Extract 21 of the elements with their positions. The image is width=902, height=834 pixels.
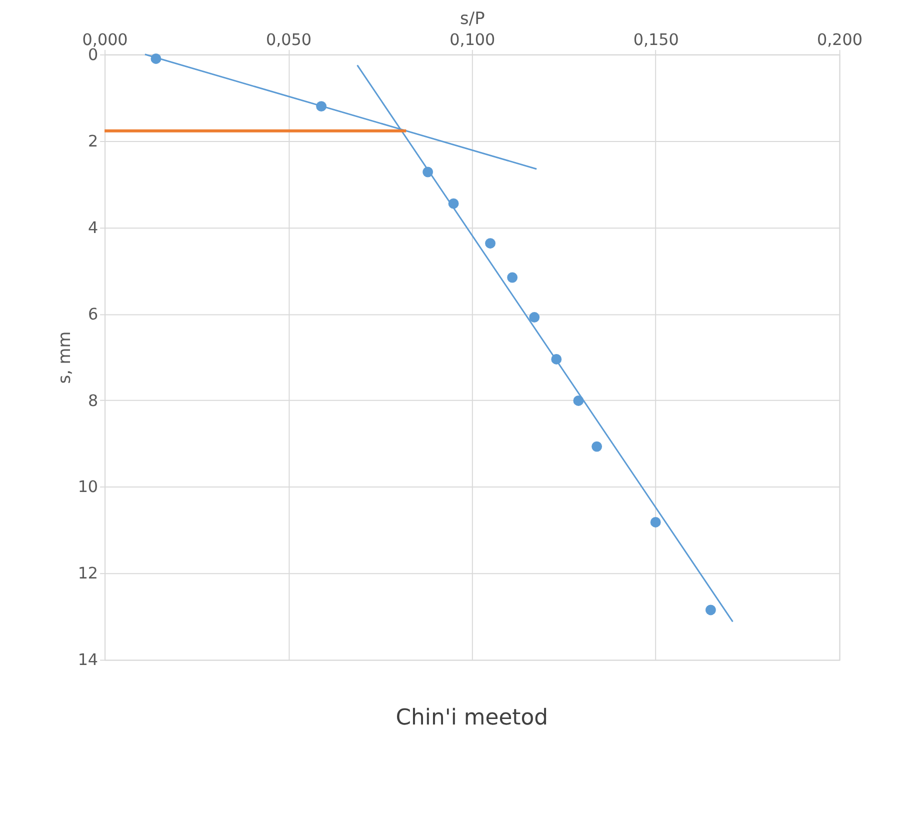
point: [485, 238, 496, 249]
y-tick-label: 6: [88, 304, 98, 324]
y-tick-label: 2: [88, 131, 98, 150]
text: Chin'i meetod: [396, 705, 548, 730]
point: [592, 441, 602, 452]
y-tick-label: 10: [78, 477, 98, 496]
point: [650, 517, 661, 528]
y-tick-label: 14: [78, 650, 98, 670]
y-tick-label: 8: [88, 390, 98, 410]
y-axis-title: s, mm: [54, 331, 74, 384]
point: [529, 312, 540, 322]
x-tick-label: 0,150: [633, 30, 679, 49]
x-tick-label: 0,050: [266, 30, 312, 49]
y-tick-label: 4: [88, 218, 98, 237]
x-tick-label: 0,000: [82, 30, 128, 49]
x-tick-label: 0,100: [450, 30, 496, 49]
point: [507, 272, 518, 283]
y-tick-label: 12: [78, 564, 98, 583]
x-tick-label: 0,200: [817, 30, 863, 49]
x-axis-title: s/P: [460, 8, 485, 28]
point: [705, 604, 716, 616]
